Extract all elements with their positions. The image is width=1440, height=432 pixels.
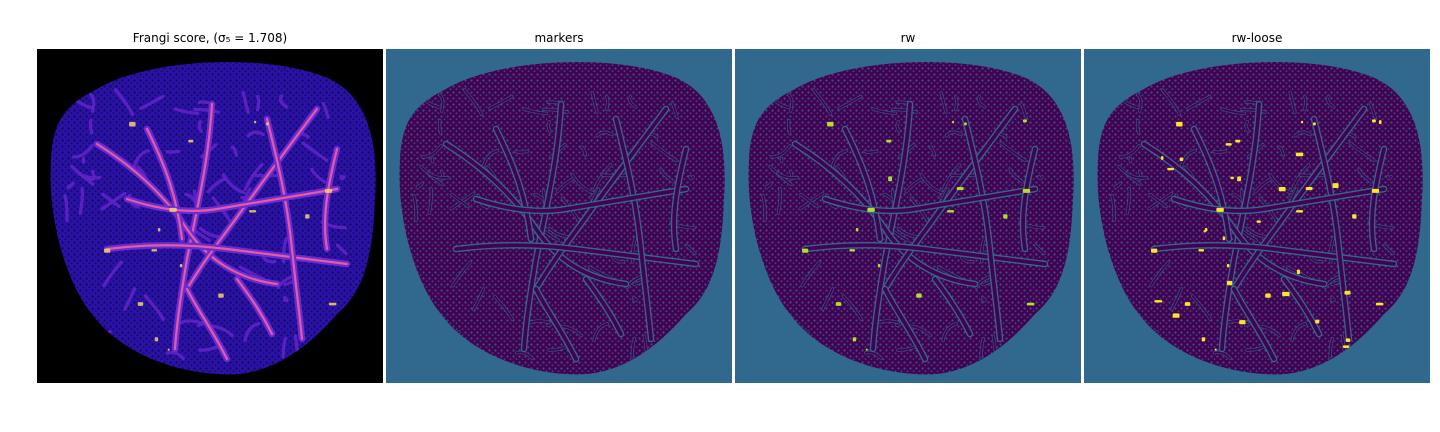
- highlight-mark: [1313, 122, 1316, 126]
- highlight-mark: [1371, 188, 1380, 193]
- highlight-mark: [1235, 139, 1241, 143]
- highlight-mark: [1214, 348, 1217, 351]
- highlight-mark: [154, 337, 159, 342]
- highlight-mark: [1342, 345, 1350, 349]
- highlight-mark: [1225, 143, 1232, 146]
- highlight-mark: [1226, 280, 1233, 286]
- highlight-mark: [324, 188, 333, 193]
- highlight-mark: [1022, 119, 1027, 123]
- panel-markers-image: [386, 49, 732, 383]
- highlight-mark: [1222, 236, 1226, 241]
- highlight-mark: [855, 228, 859, 232]
- highlight-mark: [1315, 319, 1320, 324]
- highlight-mark: [151, 249, 158, 252]
- highlight-mark: [1201, 337, 1206, 342]
- highlight-mark: [1230, 176, 1234, 180]
- vessel-network: [761, 88, 1049, 369]
- highlight-mark: [1003, 214, 1008, 219]
- highlight-mark: [865, 348, 868, 351]
- highlight-mark: [802, 248, 809, 253]
- markers-image: [386, 49, 732, 383]
- highlight-mark: [1184, 302, 1191, 306]
- highlight-mark: [328, 302, 337, 306]
- highlight-mark: [888, 176, 893, 182]
- highlight-mark: [852, 337, 857, 342]
- panel-frangi-image: [37, 49, 383, 383]
- highlight-mark: [1172, 313, 1180, 318]
- highlight-mark: [254, 120, 257, 124]
- highlight-mark: [167, 348, 170, 351]
- highlight-mark: [104, 248, 111, 253]
- highlight-mark: [157, 228, 161, 232]
- highlight-mark: [1296, 269, 1301, 274]
- rw-image: [735, 49, 1081, 383]
- highlight-mark: [1332, 183, 1339, 188]
- panel-title-rw-loose: rw-loose: [1231, 31, 1283, 45]
- panel-title-markers: markers: [534, 31, 584, 45]
- highlight-mark: [1352, 214, 1357, 219]
- highlight-mark: [827, 121, 834, 127]
- highlight-mark: [964, 122, 967, 126]
- vessel-network: [412, 88, 700, 369]
- highlight-mark: [129, 121, 136, 127]
- highlight-mark: [1344, 290, 1351, 295]
- highlight-mark: [1378, 120, 1382, 125]
- highlight-mark: [1282, 291, 1290, 297]
- highlight-mark: [886, 139, 892, 143]
- highlight-mark: [1151, 248, 1158, 253]
- highlight-mark: [1160, 156, 1164, 160]
- highlight-mark: [1198, 249, 1205, 252]
- panel-rw-loose-image: [1084, 49, 1430, 383]
- highlight-mark: [169, 207, 177, 212]
- panel-rw-image: [735, 49, 1081, 383]
- highlight-mark: [1154, 300, 1163, 303]
- highlight-mark: [1345, 338, 1351, 342]
- highlight-mark: [188, 139, 194, 143]
- highlight-mark: [1296, 210, 1304, 213]
- rw-loose-image: [1084, 49, 1430, 383]
- highlight-mark: [1176, 121, 1183, 127]
- highlight-mark: [1167, 167, 1174, 171]
- highlight-mark: [137, 302, 144, 306]
- highlight-mark: [1256, 220, 1261, 223]
- highlight-mark: [266, 122, 269, 126]
- highlight-mark: [1203, 230, 1206, 233]
- highlight-mark: [179, 264, 183, 268]
- highlight-mark: [1022, 188, 1031, 193]
- highlight-mark: [1226, 264, 1230, 268]
- frangi-score-image: [37, 49, 383, 383]
- highlight-mark: [249, 210, 257, 213]
- highlight-mark: [1237, 176, 1242, 182]
- highlight-mark: [1295, 152, 1304, 157]
- vessel-network: [63, 88, 351, 369]
- highlight-mark: [1371, 119, 1376, 123]
- highlight-mark: [849, 249, 856, 252]
- highlight-mark: [1375, 302, 1384, 306]
- highlight-mark: [867, 207, 875, 212]
- highlight-mark: [835, 302, 842, 306]
- highlight-mark: [1239, 320, 1246, 325]
- highlight-mark: [1026, 302, 1035, 306]
- highlight-mark: [1265, 293, 1271, 298]
- highlight-mark: [1179, 157, 1184, 161]
- highlight-mark: [956, 187, 964, 191]
- highlight-mark: [1301, 120, 1304, 124]
- highlight-mark: [1278, 186, 1286, 192]
- panel-title-frangi: Frangi score, (σ₅ = 1.708): [132, 31, 288, 45]
- highlight-mark: [1305, 187, 1313, 191]
- highlight-mark: [877, 264, 881, 268]
- highlight-mark: [952, 120, 955, 124]
- highlight-mark: [218, 293, 224, 298]
- highlight-mark: [305, 214, 310, 219]
- highlight-mark: [916, 293, 922, 298]
- panel-title-rw: rw: [900, 31, 916, 45]
- highlight-mark: [947, 210, 955, 213]
- highlight-mark: [1216, 207, 1224, 212]
